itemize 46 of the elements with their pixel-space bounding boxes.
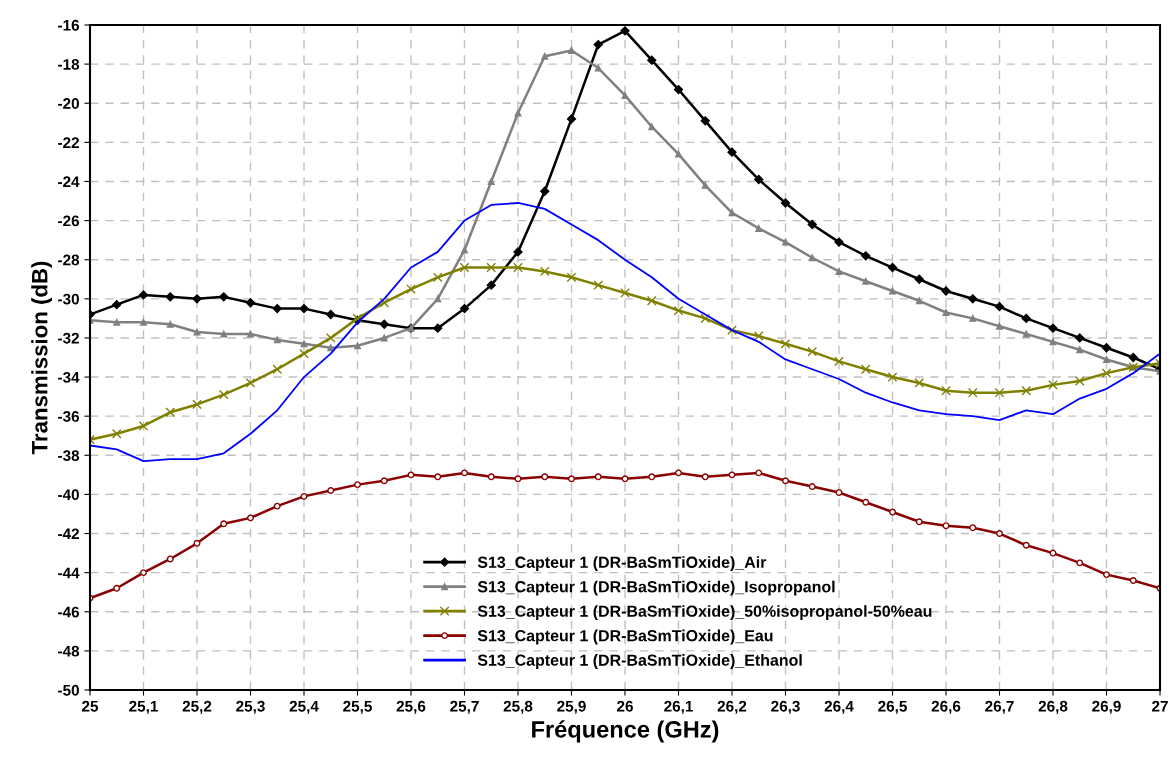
x-tick-label: 25,2 <box>182 700 212 714</box>
x-tick-label: 26,6 <box>931 700 961 714</box>
y-tick-label: -32 <box>58 332 79 344</box>
x-tick-label: 26,8 <box>1038 700 1068 714</box>
y-tick-label: -40 <box>58 489 79 501</box>
x-tick-label: 26,3 <box>771 700 800 714</box>
y-tick-label: -50 <box>58 684 79 696</box>
y-tick-label: -30 <box>58 293 79 305</box>
legend-label: S13_Capteur 1 (DR-BaSmTiOxide)_Ethanol <box>477 654 802 669</box>
y-tick-label: -26 <box>58 215 80 227</box>
x-tick-label: 25,5 <box>343 700 372 714</box>
x-tick-label: 26,4 <box>824 700 854 714</box>
y-tick-label: -16 <box>58 19 80 31</box>
x-tick-label: 25,7 <box>450 700 479 714</box>
legend-label: S13_Capteur 1 (DR-BaSmTiOxide)_Isopropanol <box>477 580 835 596</box>
x-tick-label: 25,4 <box>289 700 319 714</box>
x-tick-label: 27 <box>1152 700 1168 712</box>
x-tick-label: 26,1 <box>664 700 693 714</box>
x-tick-label: 25 <box>82 700 99 712</box>
y-tick-label: -20 <box>58 98 79 109</box>
x-tick-label: 25,9 <box>557 700 586 714</box>
x-tick-label: 25,8 <box>503 700 533 714</box>
x-tick-label: 25,3 <box>236 700 265 714</box>
x-axis-title: Fréquence (GHz) <box>532 720 719 743</box>
y-tick-label: -34 <box>58 371 80 383</box>
y-tick-label: -46 <box>58 606 80 618</box>
y-tick-label: -42 <box>58 528 79 540</box>
y-tick-label: -48 <box>58 645 80 657</box>
x-tick-label: 26 <box>617 700 633 712</box>
y-tick-label: -36 <box>58 411 80 422</box>
x-tick-label: 26,7 <box>985 700 1014 714</box>
x-tick-label: 25,6 <box>396 700 426 714</box>
y-tick-label: -38 <box>58 450 80 461</box>
y-axis-title: Transmission (dB) <box>31 261 52 455</box>
x-tick-label: 25,1 <box>129 700 158 714</box>
legend-label: S13_Capteur 1 (DR-BaSmTiOxide)_Air <box>477 556 767 572</box>
legend-label: S13_Capteur 1 (DR-BaSmTiOxide)_Eau <box>477 629 773 645</box>
y-tick-label: -24 <box>58 176 80 188</box>
legend-label: S13_Capteur 1 (DR-BaSmTiOxide)_50%isopropanol-50%eau <box>477 605 932 621</box>
y-tick-label: -28 <box>58 254 80 266</box>
x-tick-label: 26,5 <box>878 700 907 714</box>
y-tick-label: -22 <box>58 137 79 148</box>
y-tick-label: -44 <box>58 567 80 579</box>
x-tick-label: 26,9 <box>1092 700 1121 714</box>
x-tick-label: 26,2 <box>717 700 747 714</box>
y-tick-label: -18 <box>58 58 80 70</box>
